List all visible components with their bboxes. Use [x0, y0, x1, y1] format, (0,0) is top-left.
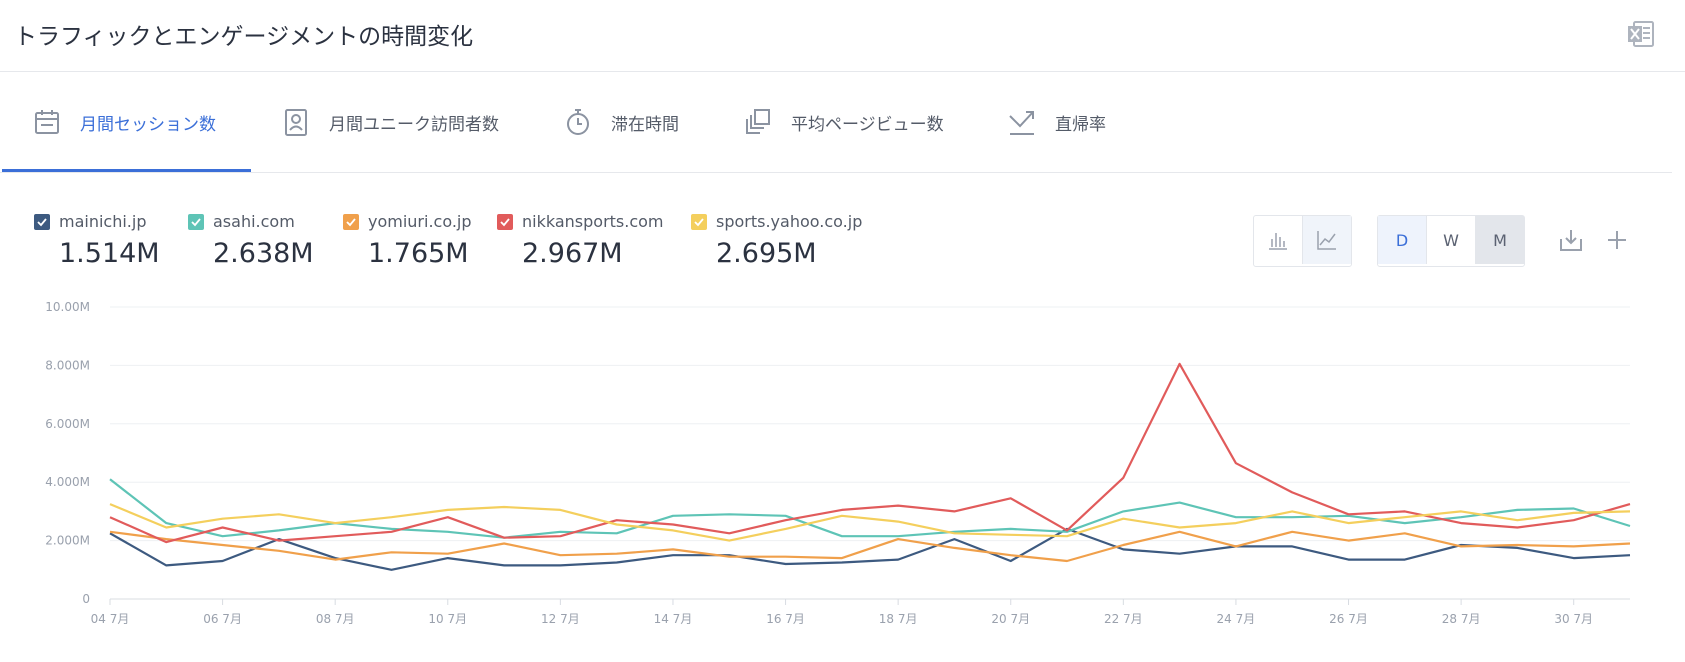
x-tick-label: 04 7月	[91, 612, 130, 626]
x-tick-label: 22 7月	[1104, 612, 1143, 626]
excel-icon[interactable]	[1626, 19, 1656, 49]
tab-label: 月間セッション数	[80, 114, 216, 135]
checkbox-icon[interactable]	[188, 214, 204, 230]
tab-label: 月間ユニーク訪問者数	[329, 114, 499, 135]
y-tick-label: 0	[82, 592, 90, 606]
y-tick-label: 10.00M	[45, 300, 90, 314]
x-tick-label: 16 7月	[766, 612, 805, 626]
visitor-badge-icon	[285, 109, 307, 136]
y-tick-label: 6.000M	[45, 417, 90, 431]
granularity-toggle: D W M	[1377, 215, 1525, 267]
checkbox-icon[interactable]	[691, 214, 707, 230]
series-line-nikkansports-com	[109, 362, 1631, 544]
tab-label: 平均ページビュー数	[791, 114, 944, 135]
chart-type-toggle	[1253, 215, 1352, 267]
page-title: トラフィックとエンゲージメントの時間変化	[14, 24, 474, 50]
x-tick-label: 10 7月	[428, 612, 467, 626]
x-tick-label: 14 7月	[654, 612, 693, 626]
tab-monthly-unique-visitors[interactable]: 月間ユニーク訪問者数	[281, 72, 499, 172]
tab-pages-per-visit[interactable]: 平均ページビュー数	[743, 72, 944, 172]
legend-name: nikkansports.com	[522, 212, 664, 231]
line-chart-icon	[1317, 231, 1336, 250]
x-tick-label: 20 7月	[991, 612, 1030, 626]
y-tick-label: 2.000M	[45, 534, 90, 548]
x-tick-label: 12 7月	[541, 612, 580, 626]
x-tick-label: 08 7月	[316, 612, 355, 626]
tab-bounce-rate[interactable]: 直帰率	[1007, 72, 1106, 172]
legend-value: 1.765M	[368, 238, 469, 269]
tab-monthly-sessions[interactable]: 月間セッション数	[32, 72, 216, 172]
series-line-yomiuri-co-jp	[109, 530, 1631, 563]
traffic-line-chart: 0 2.000M 4.000M 6.000M 8.000M 10.00M 04 7月 06 7…	[45, 300, 1631, 626]
bounce-arrow-icon	[1009, 111, 1034, 135]
granularity-week-button[interactable]: W	[1427, 216, 1476, 264]
checkbox-icon[interactable]	[497, 214, 513, 230]
plus-icon[interactable]	[1601, 224, 1633, 256]
tab-visit-duration[interactable]: 滞在時間	[563, 72, 679, 172]
bar-chart-icon	[1269, 233, 1287, 250]
bar-chart-button[interactable]	[1254, 216, 1303, 264]
legend-name: asahi.com	[213, 212, 295, 231]
y-tick-label: 4.000M	[45, 475, 90, 489]
metric-tabs: 月間セッション数 月間ユニーク訪問者数 滞在時間 平均ページビュー数	[0, 72, 1672, 173]
x-tick-label: 26 7月	[1329, 612, 1368, 626]
card-header: トラフィックとエンゲージメントの時間変化	[0, 0, 1685, 72]
tab-label: 直帰率	[1055, 114, 1106, 135]
checkbox-icon[interactable]	[343, 214, 359, 230]
legend-value: 1.514M	[59, 238, 160, 269]
legend-name: mainichi.jp	[59, 212, 147, 231]
series-line-mainichi-jp	[109, 527, 1631, 571]
legend-value: 2.967M	[522, 238, 623, 269]
active-tab-indicator	[2, 169, 251, 172]
y-tick-label: 8.000M	[45, 358, 90, 372]
x-tick-label: 28 7月	[1442, 612, 1481, 626]
download-icon[interactable]	[1555, 224, 1587, 256]
x-tick-label: 18 7月	[879, 612, 918, 626]
calendar-icon	[35, 110, 59, 134]
series-line-sports-yahoo-co-jp	[109, 503, 1631, 542]
granularity-month-button[interactable]: M	[1476, 216, 1524, 264]
checkbox-icon[interactable]	[34, 214, 50, 230]
x-tick-label: 30 7月	[1554, 612, 1593, 626]
line-chart-button[interactable]	[1303, 216, 1351, 264]
stopwatch-icon	[567, 109, 589, 135]
tab-label: 滞在時間	[611, 114, 679, 135]
legend-value: 2.638M	[213, 238, 314, 269]
legend-value: 2.695M	[716, 238, 817, 269]
pages-icon	[746, 109, 770, 134]
legend-name: sports.yahoo.co.jp	[716, 212, 863, 231]
x-tick-label: 24 7月	[1217, 612, 1256, 626]
granularity-day-button[interactable]: D	[1378, 216, 1427, 264]
legend-name: yomiuri.co.jp	[368, 212, 472, 231]
x-tick-label: 06 7月	[203, 612, 242, 626]
